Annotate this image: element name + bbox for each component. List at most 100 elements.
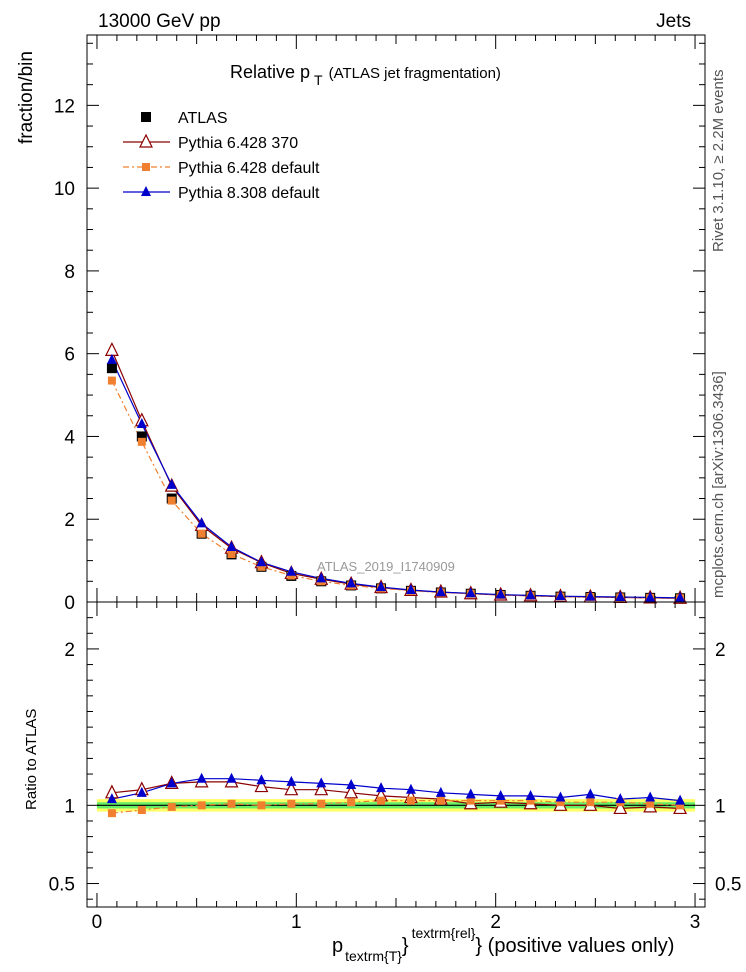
ratio-point-pythia-6-428-default (646, 799, 655, 808)
legend-marker-pythia-8-308-default (141, 186, 151, 196)
ratio-point-pythia-8-308-default (196, 772, 207, 783)
analysis-watermark: ATLAS_2019_I1740909 (317, 559, 455, 574)
main-y-tick-label: 8 (64, 262, 75, 283)
ratio-point-pythia-6-428-default (556, 798, 565, 807)
ratio-point-pythia-8-308-default (525, 789, 536, 800)
point-pythia-8-308-default (555, 590, 566, 601)
legend-marker-pythia-6-428-370 (139, 133, 153, 148)
ratio-point-pythia-6-428-default (227, 799, 236, 808)
point-pythia-8-308-default (226, 540, 237, 551)
point-pythia-6-428-default (227, 549, 236, 558)
ratio-point-pythia-6-428-default (436, 796, 445, 805)
ratio-point-pythia-8-308-default (645, 791, 656, 802)
ratio-panel: 0.5 0.5 1 1 2 2 0 1 2 3 Ratio to ATLAS (23, 601, 741, 933)
legend-label-pythia-6-428-370: Pythia 6.428 370 (178, 135, 298, 152)
x-tick-label: 2 (490, 912, 501, 933)
ratio-y-tick-label-right: 2 (715, 640, 726, 661)
point-pythia-8-308-default (585, 590, 596, 601)
ratio-line-pythia-6-428-default (111, 799, 681, 814)
legend-label-pythia-8-308-default: Pythia 8.308 default (178, 185, 320, 202)
point-pythia-8-308-default (316, 572, 327, 583)
ratio-point-pythia-6-428-default (377, 796, 386, 805)
ratio-point-pythia-6-428-370 (254, 778, 269, 793)
point-pythia-8-308-default (256, 556, 267, 567)
point-pythia-8-308-default (376, 581, 387, 592)
ratio-x-axis: 0 1 2 3 (92, 602, 701, 933)
point-pythia-8-308-default (346, 577, 357, 588)
ratio-y-tick-label: 1 (64, 796, 75, 817)
point-atlas (106, 363, 117, 374)
x-tick-label: 3 (690, 912, 701, 933)
ratio-point-pythia-8-308-default (256, 774, 267, 785)
ratio-point-pythia-6-428-default (586, 798, 595, 807)
point-pythia-8-308-default (166, 478, 177, 489)
main-y-tick-label: 4 (64, 427, 75, 448)
ratio-point-pythia-8-308-default (106, 793, 117, 804)
point-pythia-8-308-default (286, 565, 297, 576)
ratio-y-axis: 0.5 0.5 1 1 2 2 (49, 617, 741, 900)
point-pythia-8-308-default (435, 586, 446, 597)
point-pythia-8-308-default (405, 583, 416, 594)
main-y-tick-label: 2 (64, 510, 75, 531)
point-pythia-8-308-default (645, 591, 656, 602)
point-pythia-8-308-default (106, 353, 117, 364)
ratio-point-pythia-8-308-default (286, 775, 297, 786)
ratio-point-pythia-8-308-default (465, 788, 476, 799)
ratio-point-pythia-6-428-default (466, 796, 475, 805)
point-pythia-6-428-370 (104, 342, 119, 356)
point-pythia-8-308-default (675, 591, 686, 602)
x-axis-label: p textrm{T}}textrm{rel}} (positive values… (332, 925, 674, 964)
ratio-y-label: Ratio to ATLAS (23, 709, 40, 810)
point-pythia-8-308-default (525, 589, 536, 600)
ratio-point-pythia-6-428-370 (284, 781, 299, 796)
x-tick-label: 0 (92, 912, 103, 933)
legend-label-atlas: ATLAS (178, 110, 228, 127)
point-pythia-8-308-default (495, 588, 506, 599)
ratio-point-pythia-8-308-default (675, 794, 686, 805)
ratio-point-pythia-8-308-default (555, 791, 566, 802)
main-y-label: fraction/bin (16, 51, 37, 144)
ratio-point-pythia-8-308-default (166, 777, 177, 788)
main-x-ticks (96, 35, 696, 602)
ratio-point-pythia-6-428-370 (344, 784, 359, 799)
point-pythia-8-308-default (465, 587, 476, 598)
ratio-point-pythia-8-308-default (615, 793, 626, 804)
chart-title: Relative p T (ATLAS jet fragmentation) (230, 62, 501, 88)
legend: ATLAS Pythia 6.428 370 Pythia 6.428 defaul… (123, 110, 320, 202)
ratio-point-pythia-6-428-default (317, 799, 326, 808)
point-pythia-6-428-default (197, 529, 206, 538)
ratio-series-layer (96, 772, 696, 818)
ratio-point-pythia-8-308-default (316, 777, 327, 788)
ratio-line-pythia-8-308-default (111, 778, 681, 802)
ratio-point-pythia-6-428-default (347, 798, 356, 807)
ratio-y-tick-label: 0.5 (49, 875, 75, 896)
header-energy-label: 13000 GeV pp (98, 11, 221, 32)
main-y-tick-label: 0 (64, 593, 75, 614)
main-y-tick-label: 6 (64, 345, 75, 366)
ratio-point-pythia-8-308-default (495, 789, 506, 800)
main-series-layer (104, 342, 688, 604)
ratio-point-pythia-8-308-default (136, 786, 147, 797)
point-pythia-8-308-default (615, 591, 626, 602)
point-pythia-6-428-default (137, 437, 146, 446)
legend-marker-atlas (141, 112, 151, 122)
ratio-y-tick-label-right: 0.5 (715, 875, 741, 896)
main-y-tick-label: 12 (54, 96, 75, 117)
ratio-point-pythia-8-308-default (226, 772, 237, 783)
main-y-axis: 0 2 4 6 8 10 12 (54, 42, 705, 614)
ratio-y-tick-label: 2 (64, 640, 75, 661)
legend-marker-pythia-6-428-default (142, 163, 150, 171)
main-y-tick-label: 10 (54, 179, 75, 200)
ratio-point-pythia-6-428-default (526, 796, 535, 805)
point-pythia-6-428-default (107, 376, 116, 385)
ratio-point-pythia-6-428-default (257, 801, 266, 810)
ratio-y-tick-label-right: 1 (715, 796, 726, 817)
ratio-point-pythia-6-428-default (496, 796, 505, 805)
ratio-point-pythia-8-308-default (405, 783, 416, 794)
header-process-label: Jets (656, 11, 691, 32)
ratio-point-pythia-6-428-default (287, 799, 296, 808)
ratio-point-pythia-6-428-default (107, 809, 116, 818)
main-panel: 0 2 4 6 8 10 12 Relative p T (ATLAS jet fragment… (16, 34, 706, 614)
ratio-point-pythia-6-428-370 (314, 781, 329, 796)
